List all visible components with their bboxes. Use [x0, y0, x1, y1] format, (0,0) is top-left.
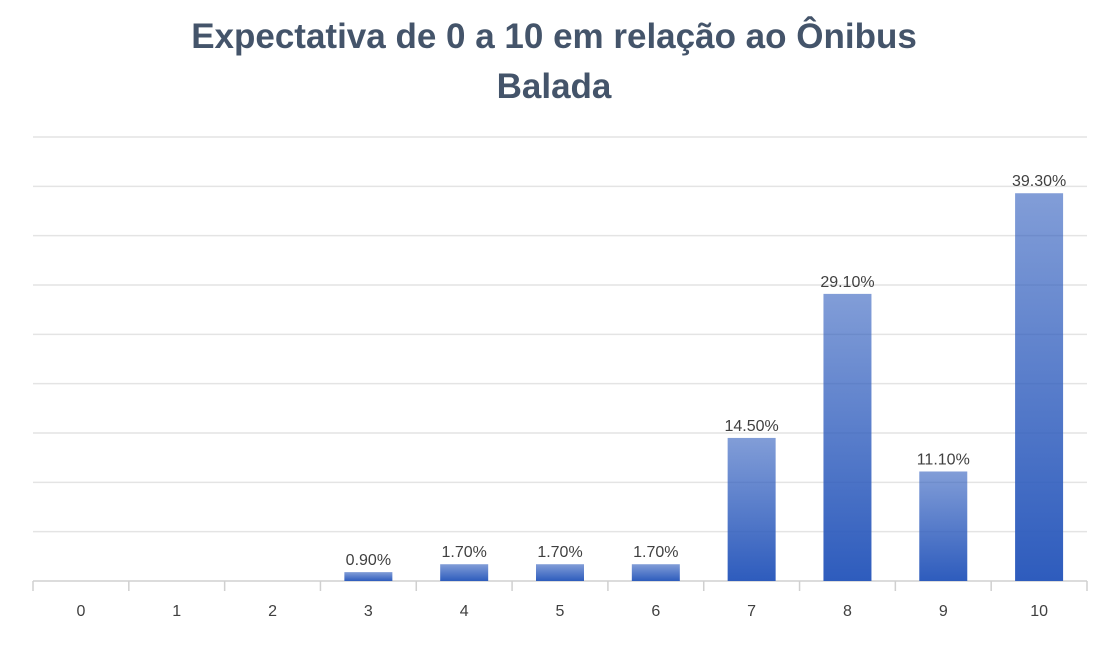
- x-tick-label: 1: [172, 603, 181, 620]
- data-label: 1.70%: [633, 544, 678, 561]
- x-tick-label: 6: [651, 603, 660, 620]
- bar: [536, 564, 584, 581]
- x-tick-label: 10: [1030, 603, 1048, 620]
- x-tick-label: 5: [556, 603, 565, 620]
- x-tick-label: 7: [747, 603, 756, 620]
- x-tick-label: 8: [843, 603, 852, 620]
- bar: [440, 564, 489, 581]
- x-tick-label: 9: [939, 603, 948, 620]
- bar: [631, 564, 680, 581]
- data-label: 0.90%: [346, 552, 391, 569]
- data-label: 1.70%: [537, 544, 582, 561]
- x-tick-label: 3: [364, 603, 373, 620]
- bar: [1015, 193, 1064, 582]
- data-label: 29.10%: [820, 274, 874, 291]
- x-tick-label: 2: [268, 603, 277, 620]
- bar: [919, 471, 968, 581]
- x-tick-label: 0: [76, 603, 85, 620]
- bar: [823, 293, 872, 581]
- chart-title: Expectativa de 0 a 10 em relação ao Ônib…: [191, 17, 917, 106]
- data-label: 14.50%: [725, 418, 779, 435]
- x-tick-label: 4: [460, 603, 469, 620]
- data-label: 11.10%: [917, 451, 970, 468]
- data-label: 39.30%: [1012, 173, 1066, 190]
- bar: [727, 437, 776, 581]
- data-label: 1.70%: [441, 544, 486, 561]
- bar: [344, 572, 393, 581]
